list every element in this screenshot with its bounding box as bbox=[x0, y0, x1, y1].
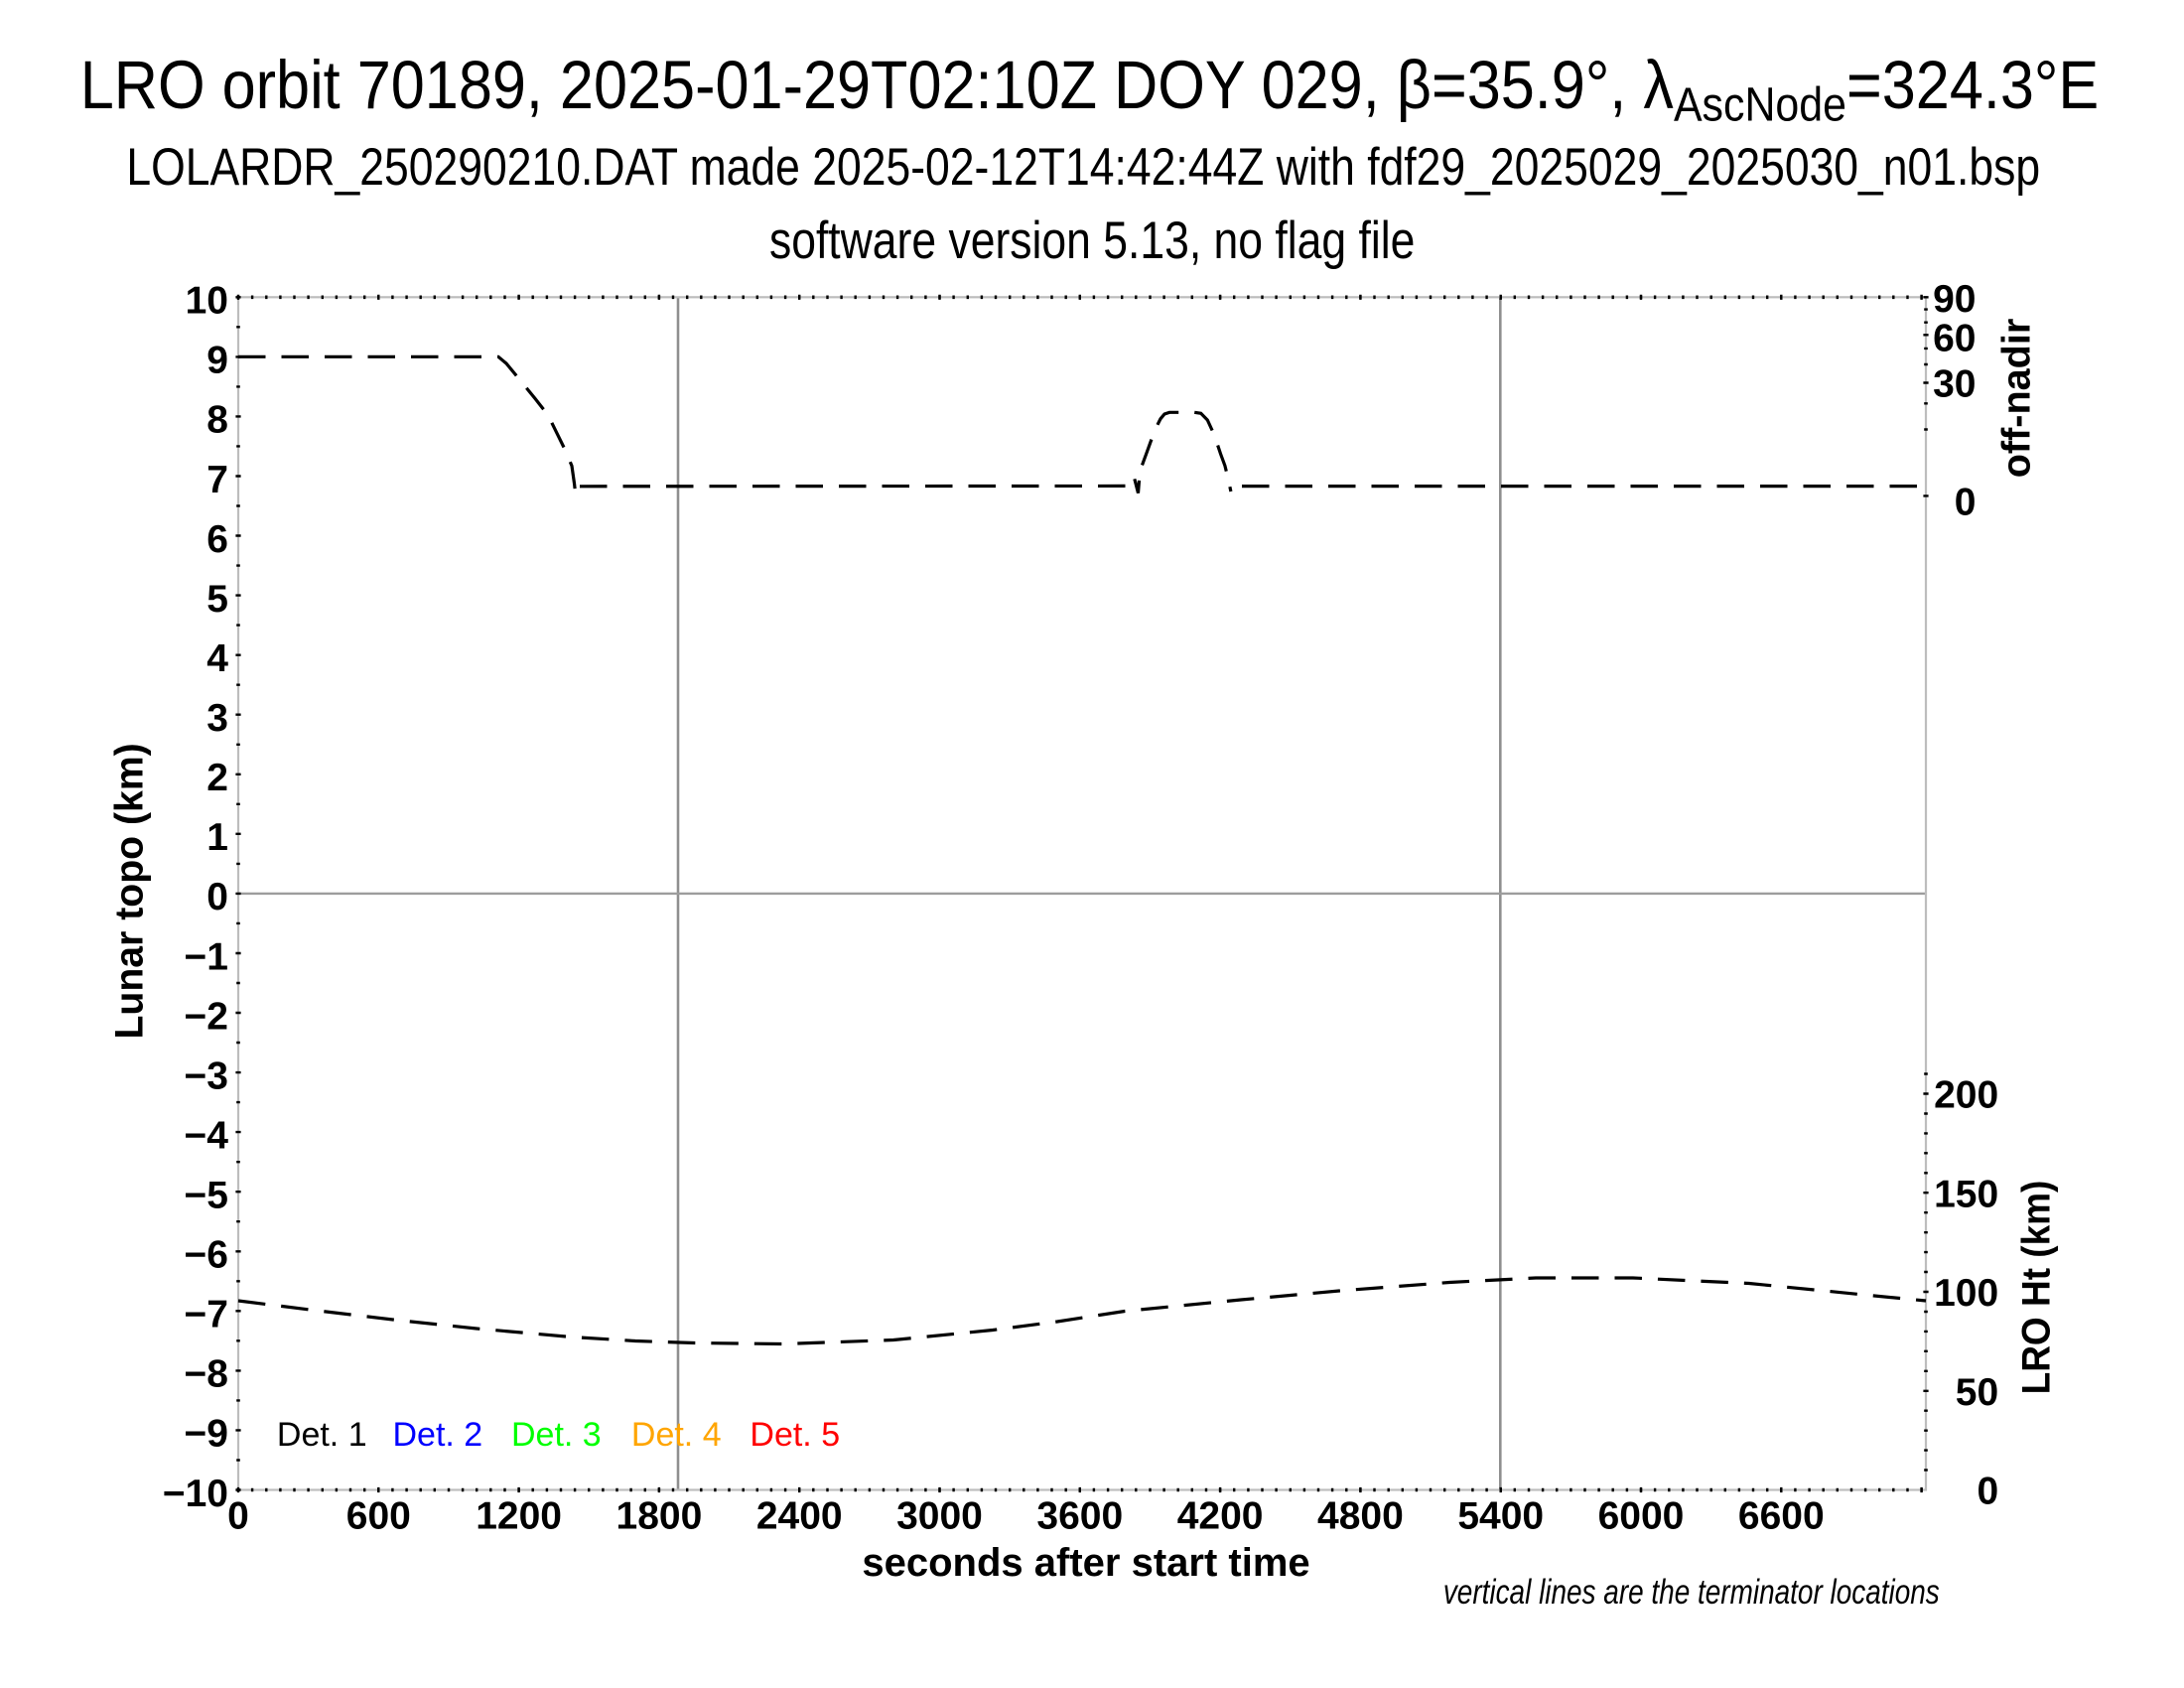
svg-text:−10: −10 bbox=[163, 1473, 228, 1515]
svg-text:90: 90 bbox=[1933, 278, 1976, 321]
svg-text:1800: 1800 bbox=[616, 1495, 703, 1538]
svg-text:6: 6 bbox=[206, 518, 228, 561]
svg-text:LRO Ht (km): LRO Ht (km) bbox=[2014, 1181, 2059, 1395]
svg-text:3: 3 bbox=[206, 697, 228, 740]
svg-text:50: 50 bbox=[1956, 1371, 1998, 1414]
svg-text:−3: −3 bbox=[185, 1055, 228, 1097]
svg-text:software version 5.13, no flag: software version 5.13, no flag file bbox=[769, 211, 1415, 269]
svg-text:150: 150 bbox=[1934, 1174, 1998, 1216]
svg-text:−4: −4 bbox=[185, 1114, 229, 1157]
svg-text:Det. 1: Det. 1 bbox=[277, 1416, 367, 1454]
svg-text:3000: 3000 bbox=[896, 1495, 983, 1538]
svg-text:1: 1 bbox=[206, 816, 228, 859]
svg-text:2400: 2400 bbox=[756, 1495, 843, 1538]
svg-text:0: 0 bbox=[1955, 481, 1977, 523]
svg-text:60: 60 bbox=[1933, 317, 1976, 359]
svg-text:vertical lines are the termina: vertical lines are the terminator locati… bbox=[1443, 1572, 1940, 1612]
svg-text:−7: −7 bbox=[185, 1294, 228, 1336]
svg-text:Det. 5: Det. 5 bbox=[750, 1416, 840, 1454]
svg-text:5400: 5400 bbox=[1457, 1495, 1544, 1538]
svg-text:−8: −8 bbox=[185, 1353, 228, 1396]
svg-text:8: 8 bbox=[206, 399, 228, 442]
svg-text:6600: 6600 bbox=[1738, 1495, 1825, 1538]
svg-text:9: 9 bbox=[206, 340, 228, 382]
svg-text:−5: −5 bbox=[185, 1175, 228, 1217]
svg-text:3600: 3600 bbox=[1036, 1495, 1123, 1538]
svg-text:2: 2 bbox=[206, 757, 228, 799]
svg-text:0: 0 bbox=[206, 876, 228, 918]
svg-text:4: 4 bbox=[206, 637, 228, 680]
svg-text:7: 7 bbox=[206, 459, 228, 501]
svg-text:Det. 3: Det. 3 bbox=[511, 1416, 602, 1454]
svg-text:LOLARDR_250290210.DAT made 202: LOLARDR_250290210.DAT made 2025-02-12T14… bbox=[126, 138, 2040, 196]
svg-text:600: 600 bbox=[346, 1495, 411, 1538]
svg-text:200: 200 bbox=[1934, 1074, 1998, 1117]
svg-text:Det. 2: Det. 2 bbox=[393, 1416, 483, 1454]
svg-text:Lunar topo (km): Lunar topo (km) bbox=[107, 743, 151, 1039]
svg-text:−9: −9 bbox=[185, 1413, 228, 1456]
svg-text:1200: 1200 bbox=[476, 1495, 562, 1538]
svg-text:100: 100 bbox=[1934, 1272, 1998, 1315]
svg-text:4800: 4800 bbox=[1317, 1495, 1404, 1538]
svg-text:0: 0 bbox=[227, 1495, 249, 1538]
svg-text:LRO orbit 70189, 2025-01-29T02: LRO orbit 70189, 2025-01-29T02:10Z DOY 0… bbox=[80, 47, 2100, 131]
svg-text:0: 0 bbox=[1977, 1471, 1998, 1513]
svg-text:6000: 6000 bbox=[1598, 1495, 1685, 1538]
svg-text:5: 5 bbox=[206, 578, 228, 621]
svg-text:−1: −1 bbox=[185, 935, 228, 978]
svg-text:−2: −2 bbox=[185, 995, 228, 1038]
svg-text:30: 30 bbox=[1933, 363, 1976, 406]
svg-text:−6: −6 bbox=[185, 1234, 228, 1277]
svg-text:seconds after start time: seconds after start time bbox=[862, 1541, 1309, 1585]
svg-text:10: 10 bbox=[186, 280, 228, 323]
svg-text:off-nadir: off-nadir bbox=[1994, 319, 2038, 479]
svg-text:4200: 4200 bbox=[1177, 1495, 1264, 1538]
svg-text:Det. 4: Det. 4 bbox=[631, 1416, 722, 1454]
